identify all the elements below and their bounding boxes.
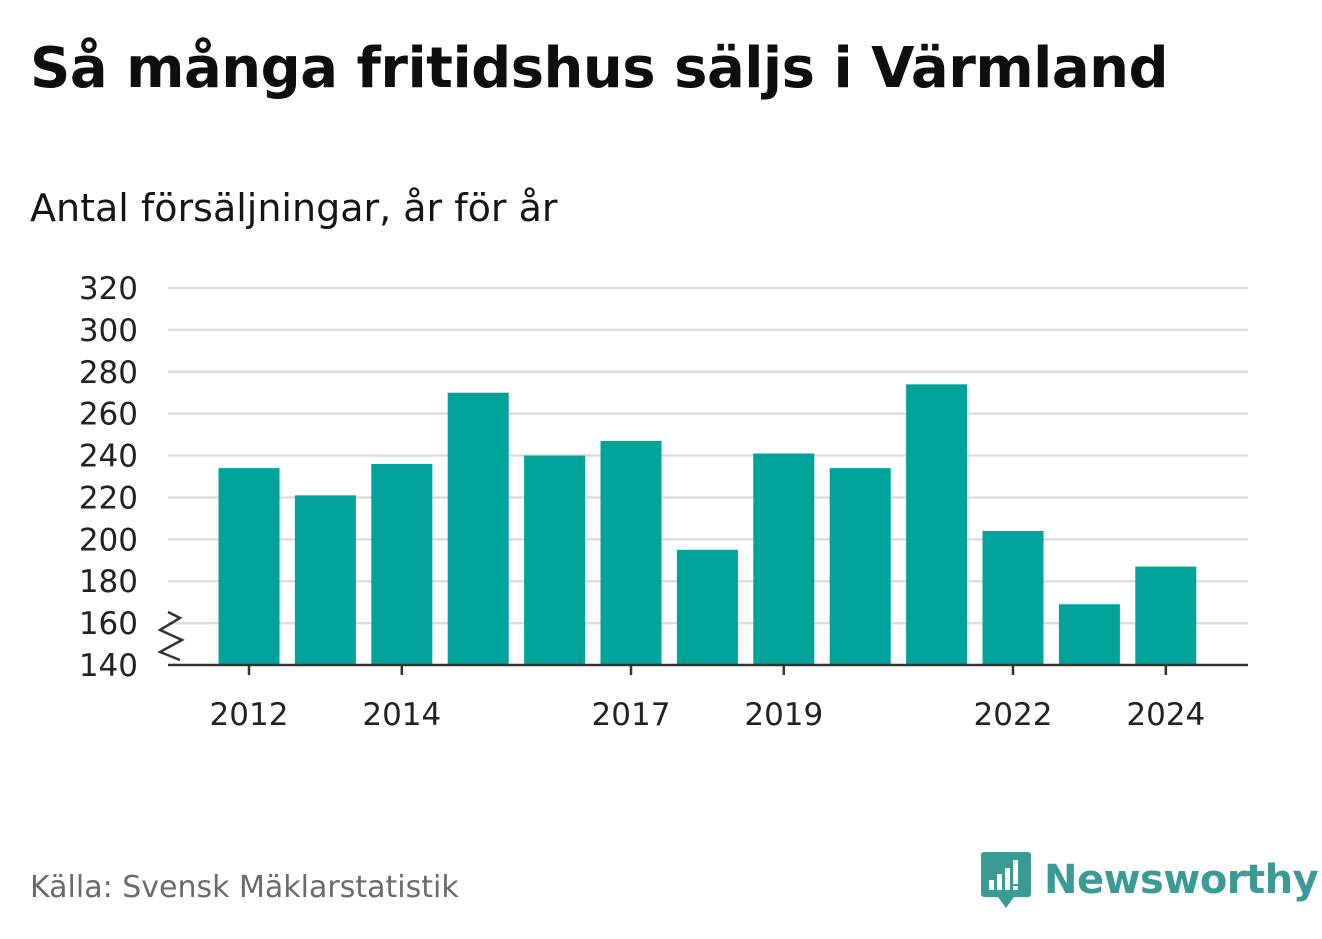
bar-2016 [524,455,586,665]
x-tick-label: 2022 [974,697,1053,733]
brand-name: Newsworthy [1044,857,1319,903]
bar-2015 [447,392,509,665]
bar-2013 [294,495,356,665]
x-axis [157,610,1248,675]
y-tick-label: 160 [79,606,138,642]
x-tick-label: 2012 [210,697,289,733]
source-note: Källa: Svensk Mäklarstatistik [30,870,459,905]
y-tick-label: 320 [79,271,138,307]
bar-2021 [906,384,968,665]
bar-2014 [371,463,433,665]
y-tick-label: 280 [79,355,138,391]
y-tick-label: 240 [79,439,138,475]
bar-2022 [982,530,1044,665]
x-tick-label: 2017 [592,697,671,733]
brand-logo: Newsworthy [980,848,1319,912]
y-tick-label: 140 [79,648,138,684]
y-tick-label: 180 [79,564,138,600]
bars [218,384,1197,665]
bar-chart-speech-bubble-icon [981,852,1031,908]
bar-2023 [1058,604,1120,665]
chart-title: Så många fritidshus säljs i Värmland [30,36,1169,101]
x-tick-label: 2024 [1126,697,1205,733]
x-tick-label: 2014 [362,697,441,733]
chart-subtitle: Antal försäljningar, år för år [30,186,558,230]
y-tick-label: 220 [79,480,138,516]
bar-2018 [676,549,738,665]
x-axis-labels: 2012 2014 2017 2019 2022 2024 [210,697,1206,733]
y-axis-labels: 140 160 180 200 220 240 260 280 300 320 [79,271,138,684]
bar-2020 [829,468,891,665]
bar-2024 [1135,566,1197,665]
axis-break-icon [157,610,185,662]
y-tick-label: 200 [79,522,138,558]
bar-2017 [600,440,662,665]
x-tick-label: 2019 [744,697,823,733]
y-tick-label: 300 [79,313,138,349]
y-tick-label: 260 [79,397,138,433]
bar-2019 [753,453,815,665]
bar-2012 [218,468,280,665]
